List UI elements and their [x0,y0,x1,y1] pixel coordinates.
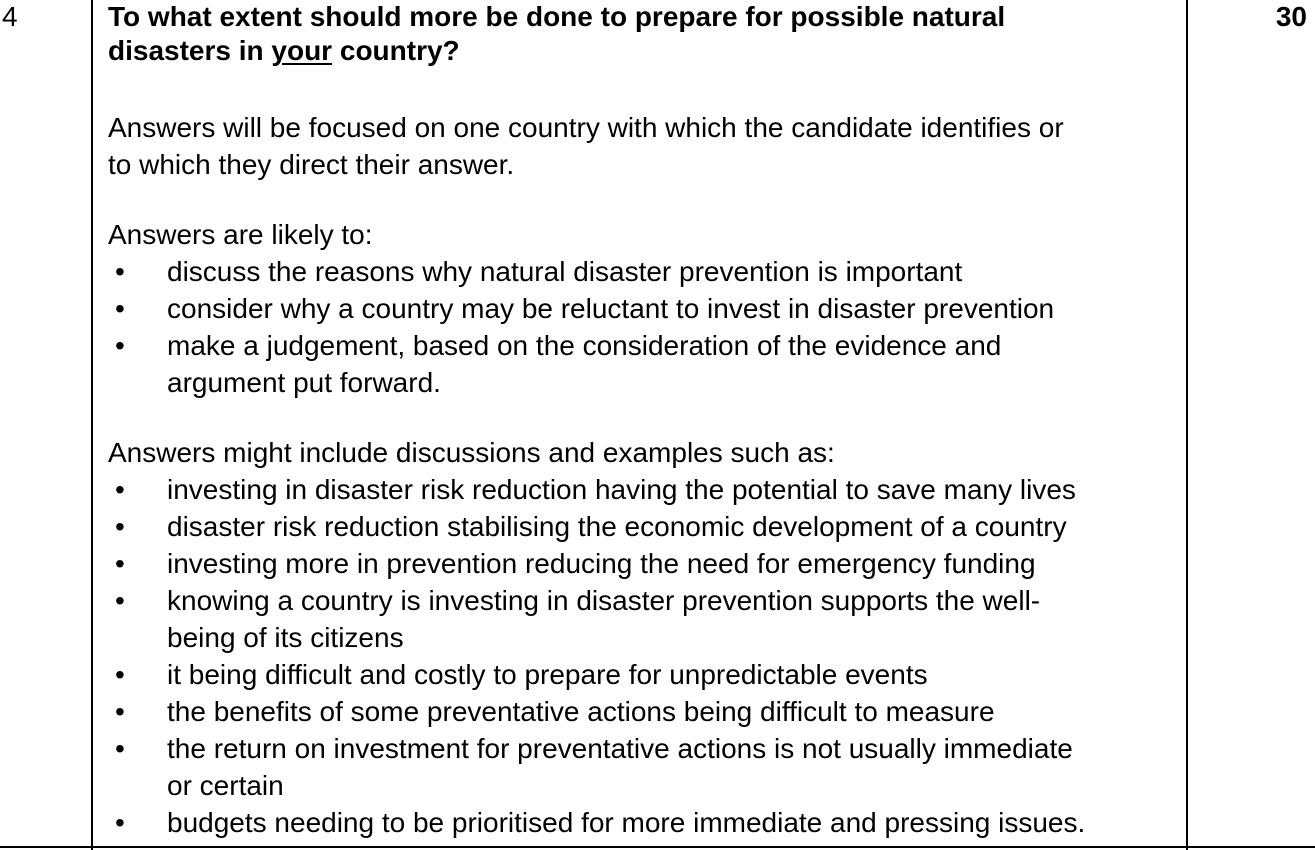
bullet-item: • make a judgement, based on the consider… [108,327,1180,401]
bullet-item: • the benefits of some preventative actio… [108,693,1180,730]
bullet-item: • knowing a country is investing in disas… [108,582,1180,656]
bullet-icon: • [115,474,125,505]
might-bullet-list: • investing in disaster risk reduction ha… [108,471,1180,841]
column-divider-left [91,0,93,850]
bullet-item: • investing more in prevention reducing t… [108,545,1180,582]
bullet-text: consider why a country may be reluctant … [167,293,1055,324]
bullet-item: • it being difficult and costly to prepar… [108,656,1180,693]
bullet-item: • consider why a country may be reluctant… [108,290,1180,327]
question-number: 4 [2,1,18,32]
bullet-text: argument put forward. [167,367,441,398]
bullet-item: • disaster risk reduction stabilising the… [108,508,1180,545]
bullet-item: • investing in disaster risk reduction ha… [108,471,1180,508]
bullet-icon: • [115,511,125,542]
intro-paragraph: Answers will be focused on one country w… [108,109,1180,183]
bullet-icon: • [115,807,125,838]
bullet-text: it being difficult and costly to prepare… [167,659,928,690]
bullet-text: being of its citizens [167,622,404,653]
column-divider-right [1186,0,1188,850]
bullet-icon: • [115,696,125,727]
bullet-icon: • [115,548,125,579]
question-text: To what extent should more be done to pr… [108,0,1180,68]
question-line-2-end: country? [332,35,460,66]
row-bottom-border [0,846,1315,848]
bullet-item: • the return on investment for preventati… [108,730,1180,804]
bullet-icon: • [115,659,125,690]
bullet-item: • budgets needing to be prioritised for m… [108,804,1180,841]
question-line-2-start: disasters in [108,35,272,66]
bullet-text: the return on investment for preventativ… [167,733,1073,764]
bullet-text: investing in disaster risk reduction hav… [167,474,1076,505]
answer-guidance: To what extent should more be done to pr… [108,0,1180,841]
bullet-text: disaster risk reduction stabilising the … [167,511,1067,542]
bullet-icon: • [115,330,125,361]
bullet-icon: • [115,733,125,764]
likely-bullet-list: • discuss the reasons why natural disaste… [108,253,1180,401]
bullet-text: discuss the reasons why natural disaster… [167,256,963,287]
likely-heading: Answers are likely to: [108,219,373,250]
bullet-text: investing more in prevention reducing th… [167,548,1036,579]
question-line-1: To what extent should more be done to pr… [108,1,1006,32]
intro-line-2: to which they direct their answer. [108,149,515,180]
bullet-text: or certain [167,770,284,801]
bullet-text: knowing a country is investing in disast… [167,585,1041,616]
intro-line-1: Answers will be focused on one country w… [108,112,1064,143]
might-heading: Answers might include discussions and ex… [108,437,835,468]
bullet-icon: • [115,293,125,324]
bullet-icon: • [115,256,125,287]
bullet-icon: • [115,585,125,616]
bullet-text: make a judgement, based on the considera… [167,330,1002,361]
bullet-text: the benefits of some preventative action… [167,696,995,727]
bullet-text: budgets needing to be prioritised for mo… [167,807,1086,838]
marks-value: 30 [1275,1,1307,32]
question-emphasis: your [271,35,333,66]
bullet-item: • discuss the reasons why natural disaste… [108,253,1180,290]
